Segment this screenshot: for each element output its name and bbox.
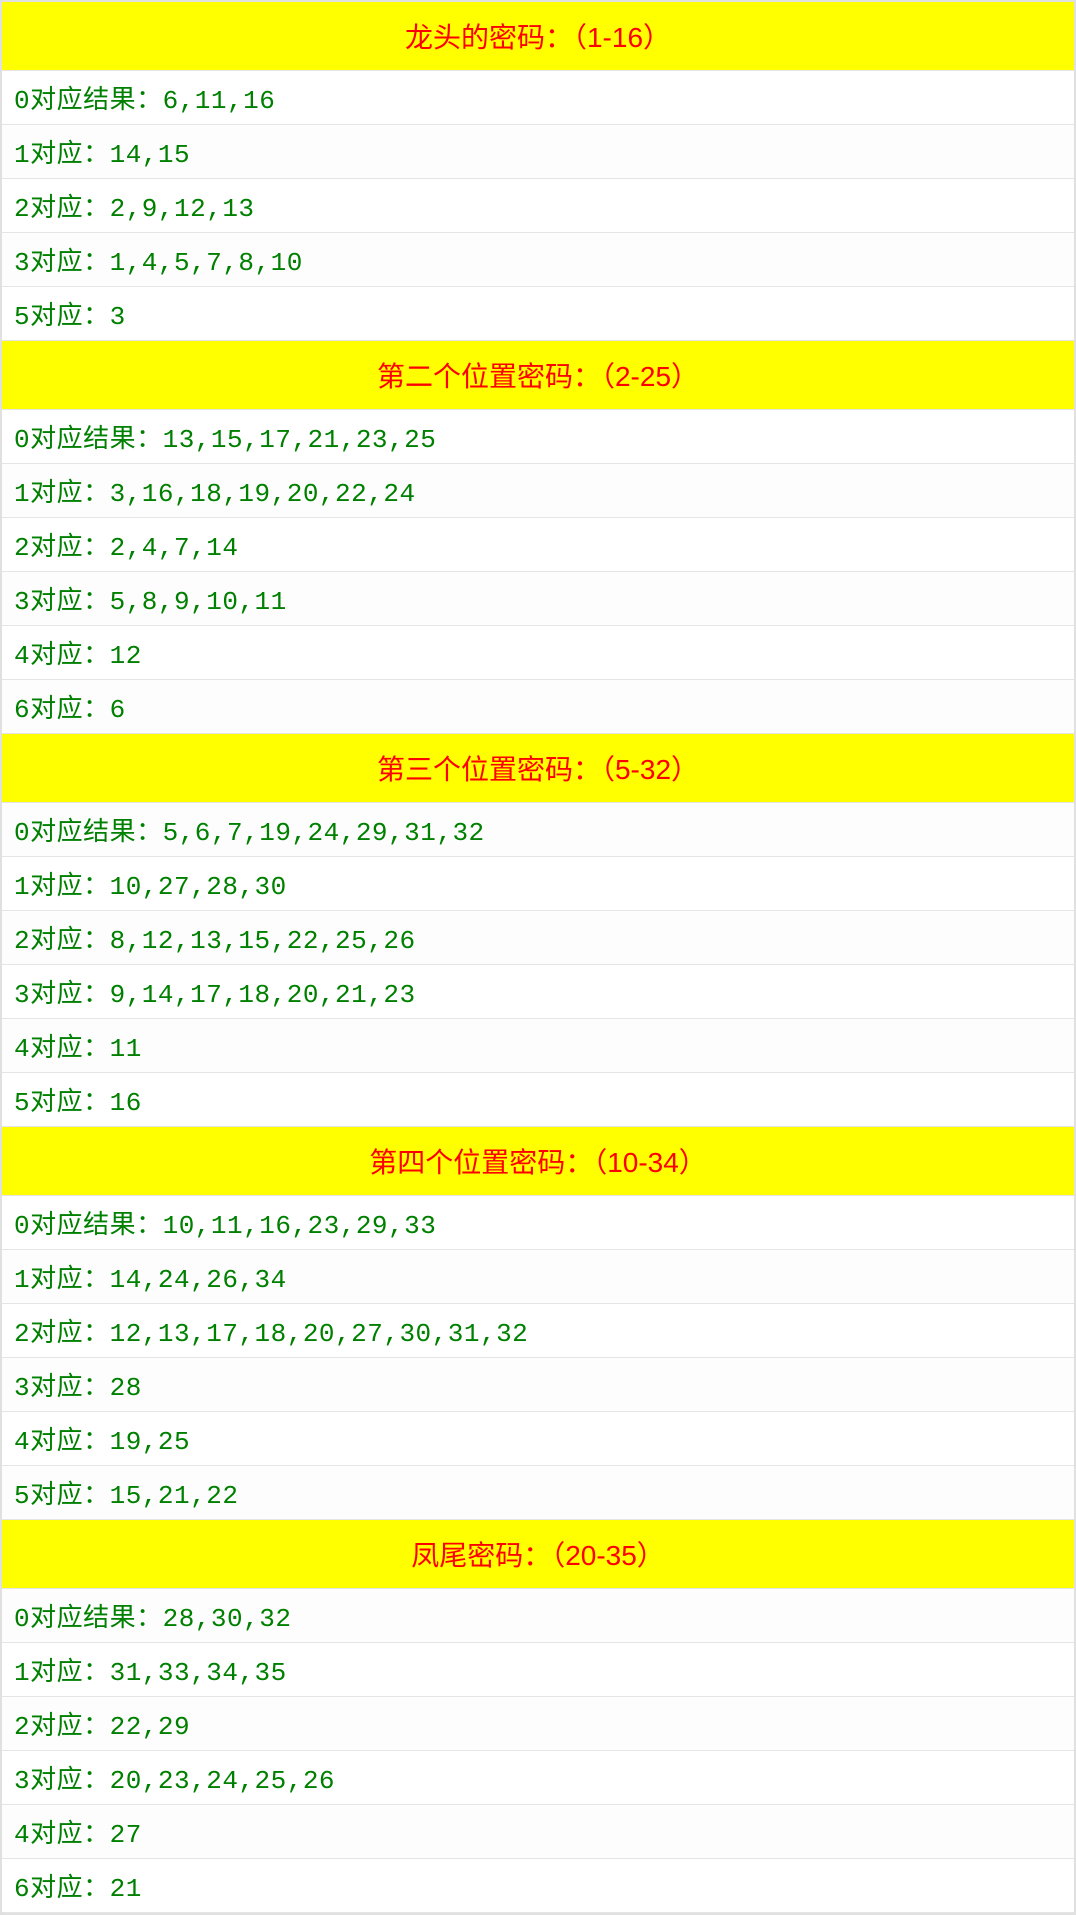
code-row: 4对应：19,25 — [2, 1412, 1074, 1466]
code-row: 1对应：3,16,18,19,20,22,24 — [2, 464, 1074, 518]
code-row: 6对应：6 — [2, 680, 1074, 734]
code-row: 1对应：10,27,28,30 — [2, 857, 1074, 911]
code-row: 0对应结果：28,30,32 — [2, 1589, 1074, 1643]
code-row: 0对应结果：6,11,16 — [2, 71, 1074, 125]
code-row: 5对应：16 — [2, 1073, 1074, 1127]
code-row: 3对应：1,4,5,7,8,10 — [2, 233, 1074, 287]
section-header: 龙头的密码：（1-16） — [2, 2, 1074, 71]
code-row: 6对应：21 — [2, 1859, 1074, 1913]
code-row: 3对应：9,14,17,18,20,21,23 — [2, 965, 1074, 1019]
code-table-container: 龙头的密码：（1-16）0对应结果：6,11,161对应：14,152对应：2,… — [0, 0, 1076, 1915]
section-header: 凤尾密码：（20-35） — [2, 1520, 1074, 1589]
code-row: 1对应：31,33,34,35 — [2, 1643, 1074, 1697]
code-row: 3对应：20,23,24,25,26 — [2, 1751, 1074, 1805]
code-row: 1对应：14,15 — [2, 125, 1074, 179]
code-row: 2对应：12,13,17,18,20,27,30,31,32 — [2, 1304, 1074, 1358]
code-row: 2对应：2,9,12,13 — [2, 179, 1074, 233]
code-row: 4对应：11 — [2, 1019, 1074, 1073]
code-row: 2对应：22,29 — [2, 1697, 1074, 1751]
code-row: 2对应：8,12,13,15,22,25,26 — [2, 911, 1074, 965]
code-row: 3对应：28 — [2, 1358, 1074, 1412]
code-row: 0对应结果：5,6,7,19,24,29,31,32 — [2, 803, 1074, 857]
code-row: 4对应：27 — [2, 1805, 1074, 1859]
section-header: 第三个位置密码：（5-32） — [2, 734, 1074, 803]
section-header: 第四个位置密码：（10-34） — [2, 1127, 1074, 1196]
code-row: 0对应结果：13,15,17,21,23,25 — [2, 410, 1074, 464]
section-header: 第二个位置密码：（2-25） — [2, 341, 1074, 410]
code-row: 4对应：12 — [2, 626, 1074, 680]
code-row: 5对应：15,21,22 — [2, 1466, 1074, 1520]
code-row: 3对应：5,8,9,10,11 — [2, 572, 1074, 626]
code-row: 2对应：2,4,7,14 — [2, 518, 1074, 572]
code-row: 5对应：3 — [2, 287, 1074, 341]
code-row: 0对应结果：10,11,16,23,29,33 — [2, 1196, 1074, 1250]
code-row: 1对应：14,24,26,34 — [2, 1250, 1074, 1304]
